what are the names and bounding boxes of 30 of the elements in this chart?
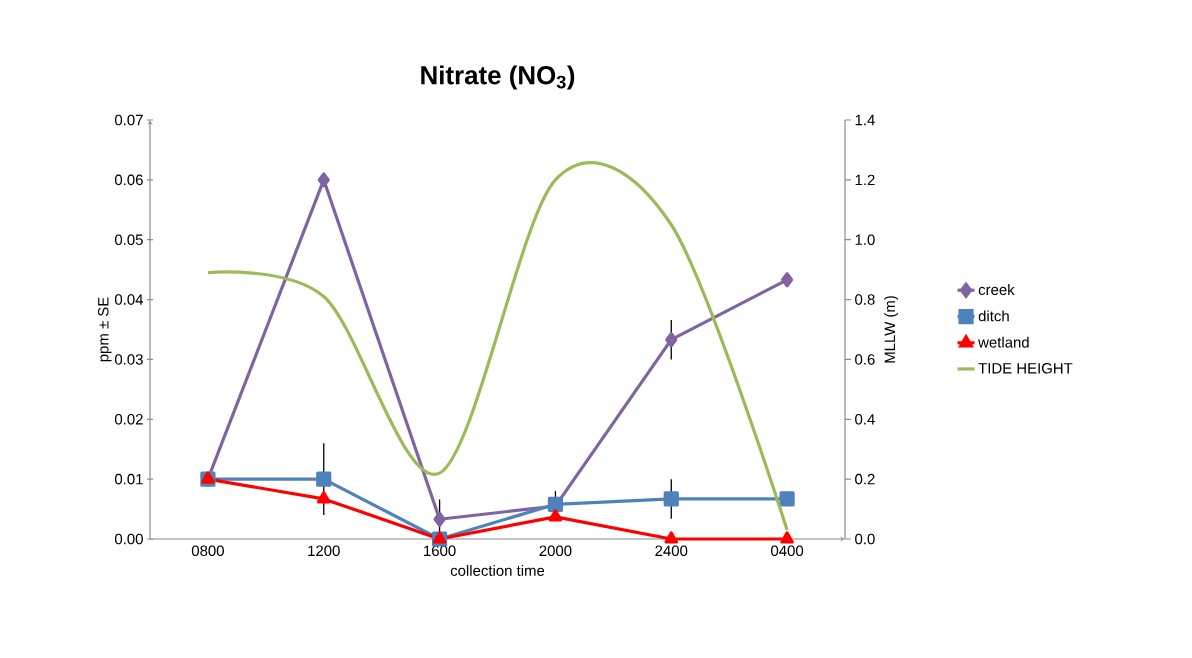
y-tick-label: 0.05 [114,234,143,245]
y-tick-label: 0.00 [114,533,143,545]
y2-tick-label: 0.6 [855,354,875,365]
x-tick-label: 2400 [655,545,688,557]
y2-tick-label: 1.2 [855,174,875,186]
y-tick-label: 0.01 [114,473,143,485]
legend-label: wetland [978,336,1029,348]
x-tick-label: 0400 [771,545,804,557]
y2-tick-label: 0.0 [855,533,875,545]
y-tick-label: 0.03 [114,354,143,365]
y-axis-title: ppm ± SE [98,297,112,362]
x-tick-label: 2000 [539,545,572,557]
y-tick-label: 0.06 [114,174,143,186]
legend-label: ditch [978,310,1009,322]
y2-tick-label: 1.0 [855,234,875,245]
legend-label: TIDE HEIGHT [978,362,1073,374]
y2-tick-label: 1.4 [855,114,875,126]
legend-label: creek [978,284,1015,296]
y-tick-label: 0.02 [114,413,143,425]
y2-tick-label: 0.8 [855,294,875,305]
y2-tick-label: 0.4 [855,413,875,425]
y-tick-label: 0.04 [114,294,144,305]
chart-title: Nitrate (NO$_{3}$) [421,65,575,90]
x-tick-label: 0800 [191,545,224,557]
y2-tick-label: 0.2 [855,473,875,485]
x-axis-title: collection time [450,564,545,576]
y-tick-label: 0.07 [114,114,143,126]
x-tick-label: 1600 [424,545,456,557]
y2-axis-title: MLLW (m) [884,296,899,363]
x-tick-label: 1200 [308,545,340,557]
